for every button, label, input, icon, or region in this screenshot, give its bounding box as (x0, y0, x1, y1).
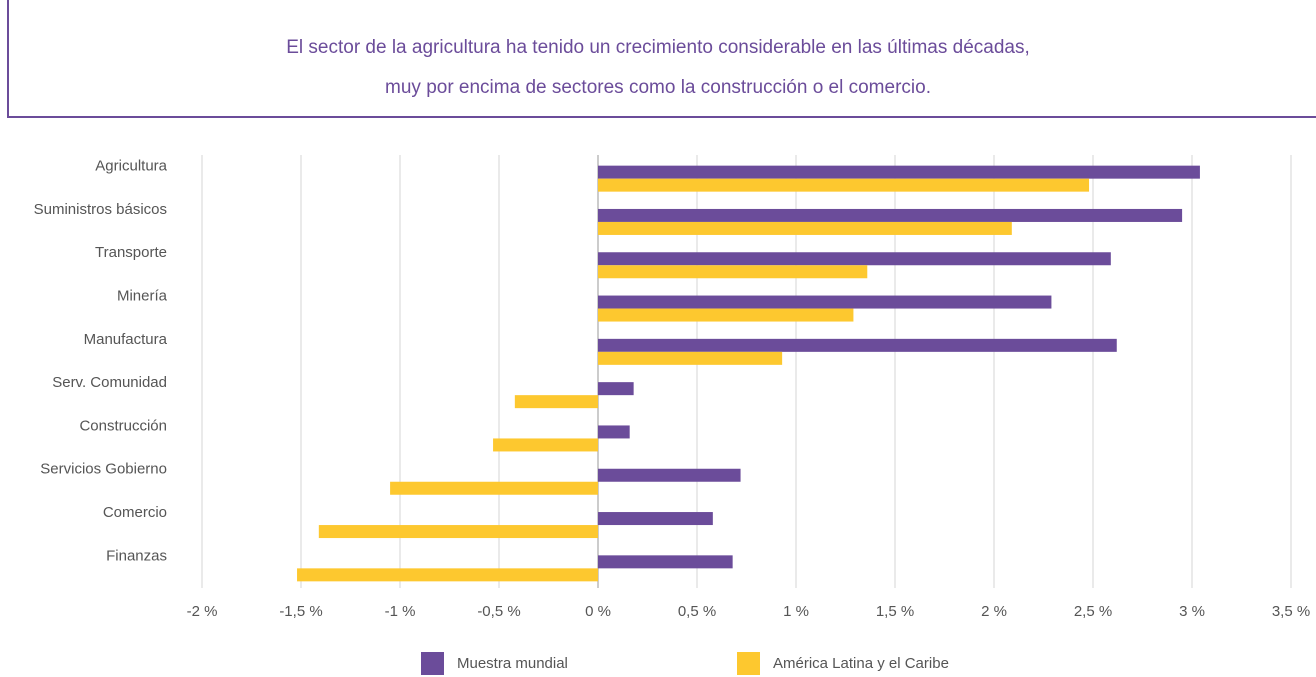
bar (318, 525, 598, 539)
bar (598, 252, 1111, 266)
y-tick-label: Serv. Comunidad (52, 374, 167, 391)
chart-title: muy por encima de sectores como la const… (385, 77, 931, 98)
bar (297, 568, 598, 582)
bar (598, 338, 1117, 352)
bar (390, 481, 598, 495)
y-tick-label: Comercio (103, 504, 167, 521)
x-tick-label: 0,5 % (678, 603, 716, 620)
y-tick-label: Servicios Gobierno (40, 461, 167, 478)
x-tick-label: 3,5 % (1272, 603, 1310, 620)
x-tick-label: 2 % (981, 603, 1007, 620)
bar (598, 221, 1012, 235)
legend-swatch (737, 652, 760, 675)
bar (598, 165, 1200, 179)
bar (598, 208, 1183, 222)
y-tick-label: Agricultura (95, 158, 167, 175)
x-tick-label: -2 % (187, 603, 218, 620)
x-tick-label: 3 % (1179, 603, 1205, 620)
x-tick-label: 2,5 % (1074, 603, 1112, 620)
y-tick-label: Suministros básicos (34, 201, 167, 218)
bar (598, 468, 741, 482)
x-tick-label: 0 % (585, 603, 611, 620)
bar (598, 351, 783, 365)
bar (598, 265, 868, 279)
x-tick-label: -1,5 % (279, 603, 322, 620)
x-tick-label: 1 % (783, 603, 809, 620)
x-tick-label: 1,5 % (876, 603, 914, 620)
y-tick-label: Minería (117, 288, 168, 305)
legend-label: Muestra mundial (457, 655, 568, 672)
y-tick-label: Manufactura (84, 331, 168, 348)
legend-label: América Latina y el Caribe (773, 655, 949, 672)
legend-swatch (421, 652, 444, 675)
y-tick-label: Finanzas (106, 547, 167, 564)
bar (514, 395, 598, 409)
bar (598, 555, 733, 569)
bar (598, 512, 713, 526)
bar (598, 425, 630, 439)
bar (598, 295, 1052, 309)
x-tick-label: -0,5 % (477, 603, 520, 620)
title-box (7, 0, 1316, 118)
bar (493, 438, 598, 452)
y-tick-label: Construcción (79, 417, 167, 434)
bar (598, 178, 1090, 192)
bar (598, 382, 634, 396)
y-tick-label: Transporte (95, 244, 167, 261)
chart-title: El sector de la agricultura ha tenido un… (286, 37, 1030, 58)
bar (598, 308, 854, 322)
x-tick-label: -1 % (385, 603, 416, 620)
